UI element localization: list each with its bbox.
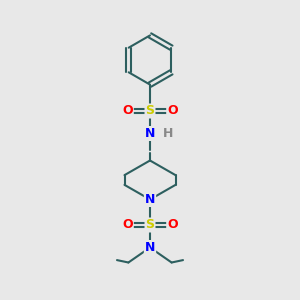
Text: N: N: [145, 241, 155, 254]
Text: O: O: [167, 218, 178, 232]
Text: H: H: [163, 127, 173, 140]
Text: O: O: [122, 104, 133, 118]
Text: S: S: [146, 218, 154, 232]
Text: O: O: [122, 218, 133, 232]
Text: S: S: [146, 104, 154, 118]
Text: N: N: [145, 127, 155, 140]
Text: N: N: [145, 193, 155, 206]
Text: O: O: [167, 104, 178, 118]
